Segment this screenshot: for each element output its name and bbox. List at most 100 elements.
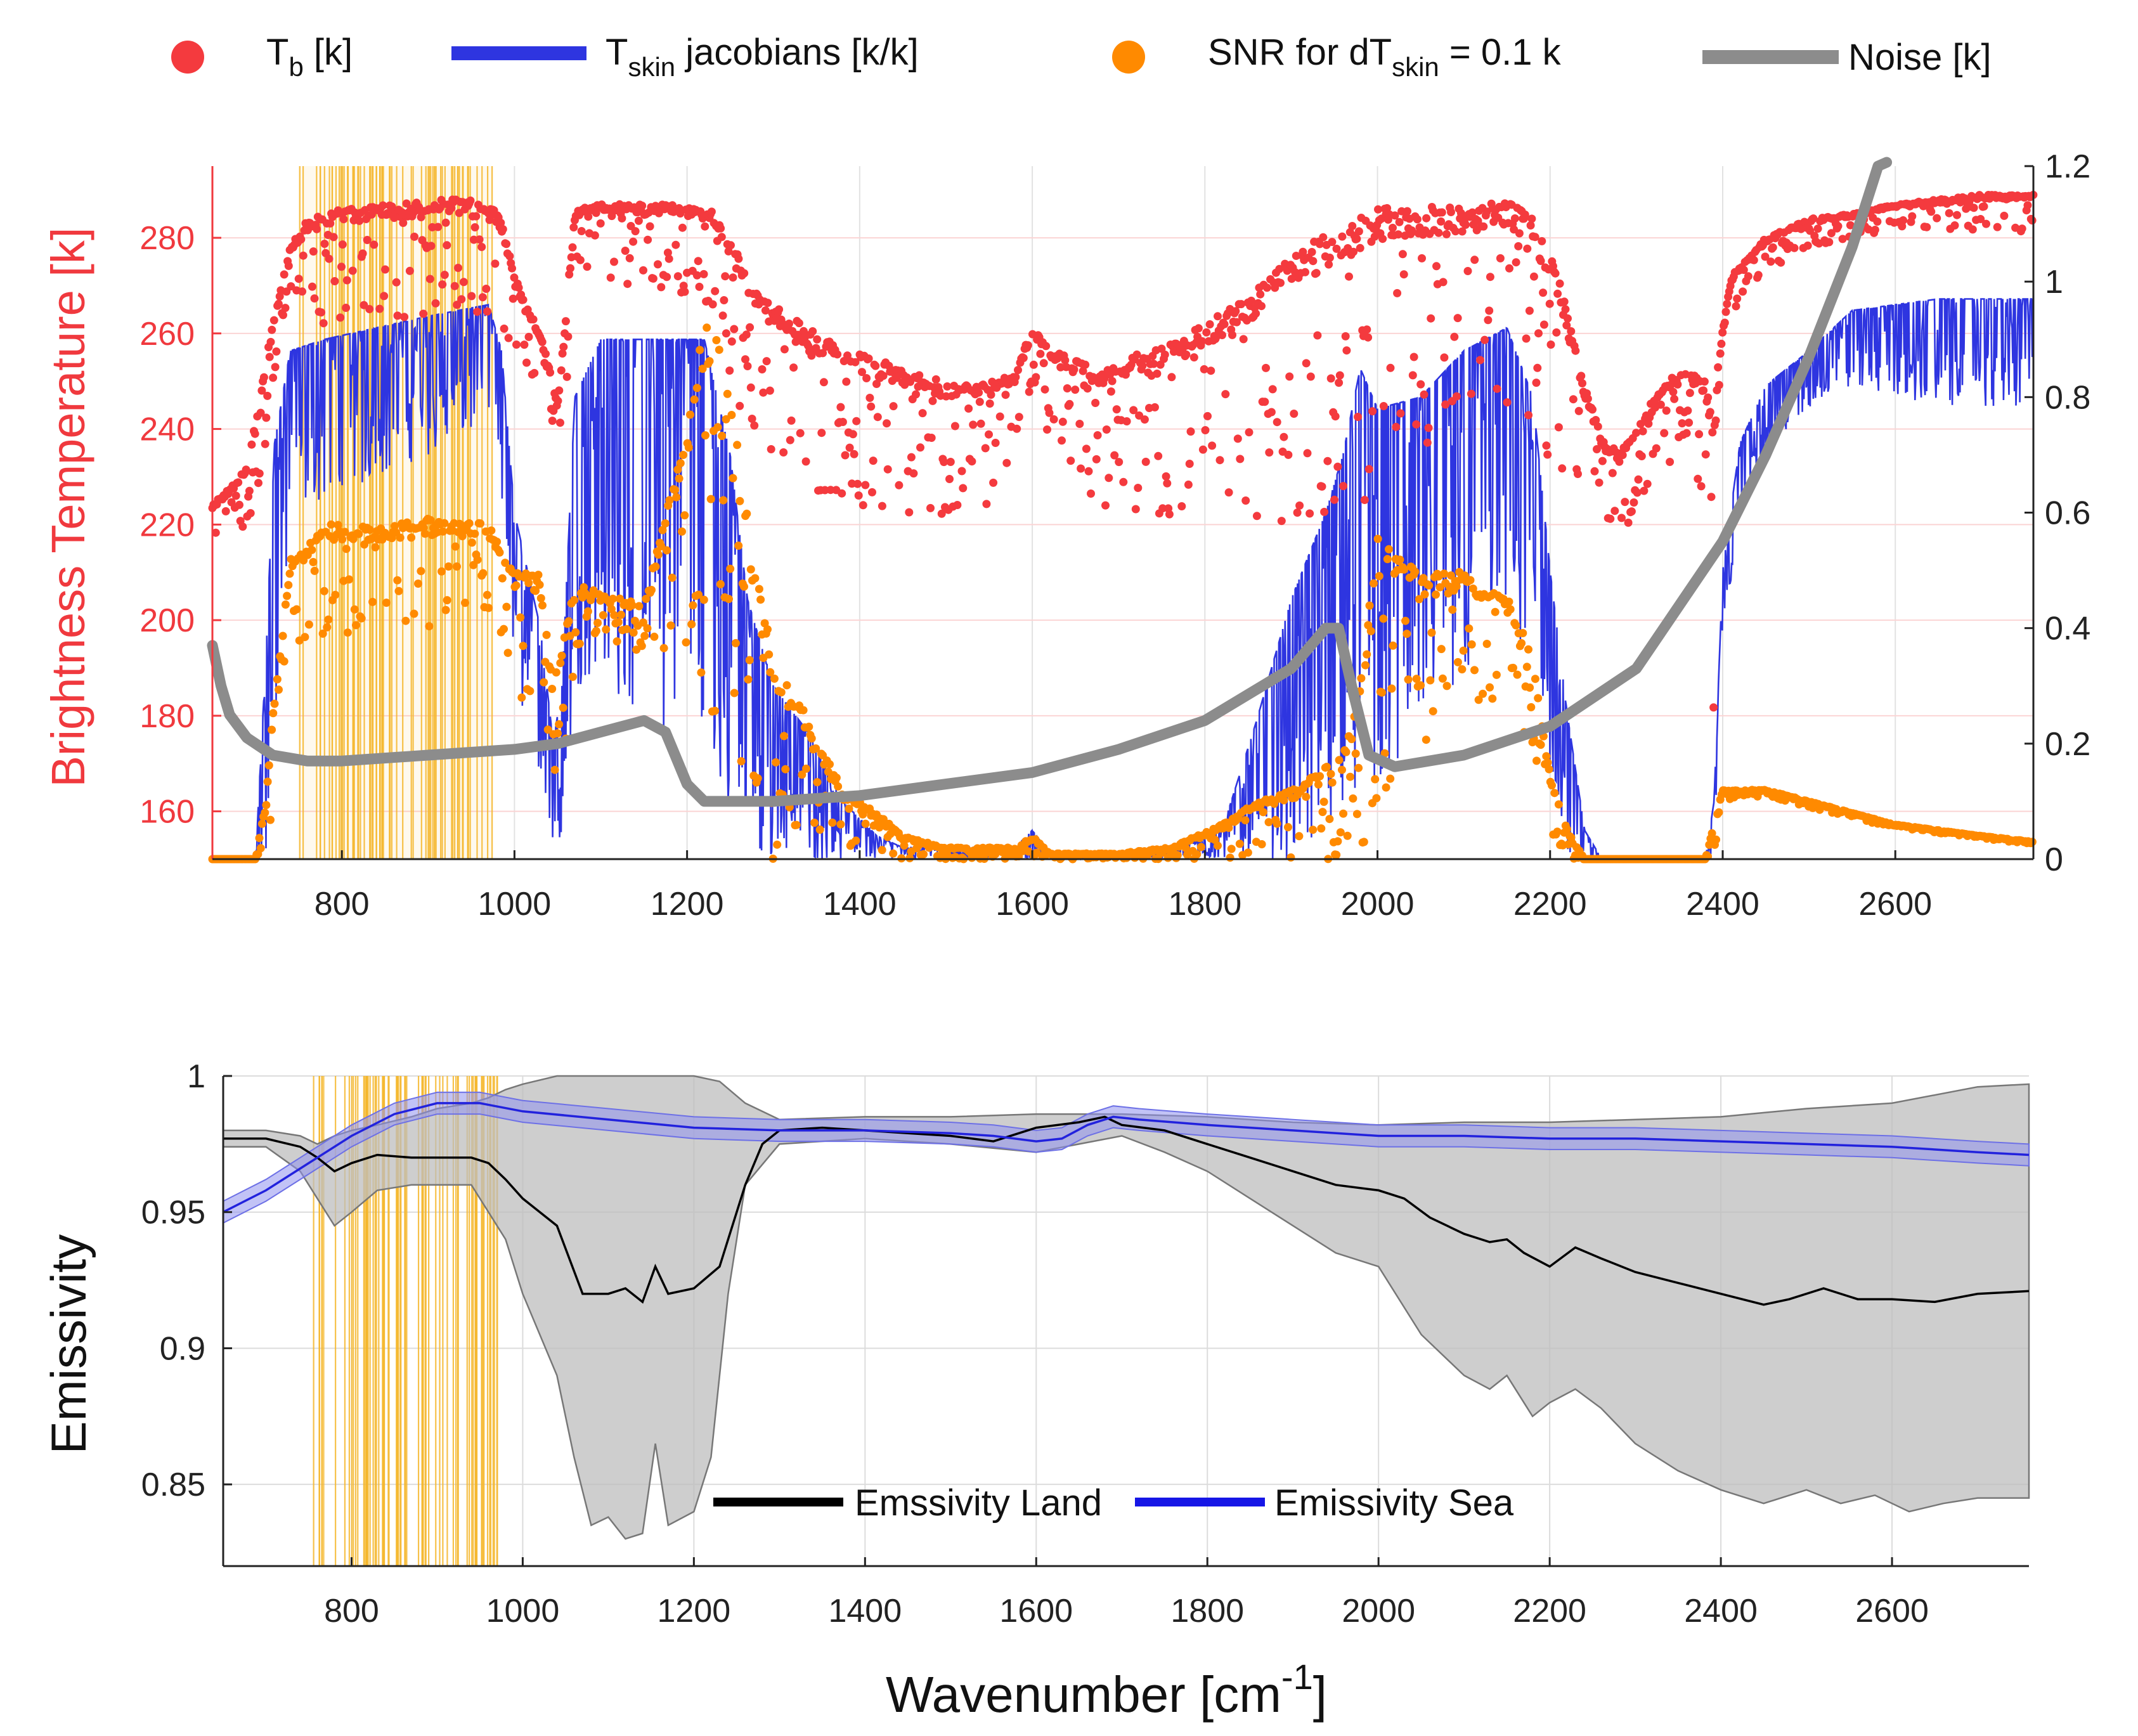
snr-point	[1359, 838, 1368, 846]
tb-point	[1408, 226, 1416, 235]
tb-point	[1185, 460, 1194, 468]
snr-point	[1415, 595, 1423, 604]
tb-point	[1578, 379, 1586, 387]
tb-point	[393, 311, 402, 320]
tb-point	[786, 436, 794, 444]
top-x-tick-label: 1000	[478, 886, 552, 923]
tb-point	[1450, 332, 1459, 341]
tb-point	[1257, 302, 1266, 311]
tb-point	[1870, 226, 1879, 234]
tb-point	[1437, 217, 1446, 226]
tb-point	[645, 222, 654, 231]
snr-point	[498, 574, 507, 583]
snr-point	[661, 519, 670, 528]
tb-point	[1467, 389, 1475, 398]
snr-point	[1522, 663, 1531, 671]
tb-point	[1695, 430, 1704, 439]
tb-point	[440, 271, 449, 279]
tb-point	[1644, 419, 1653, 428]
snr-point	[331, 590, 340, 599]
snr-point	[799, 706, 808, 715]
snr-point	[538, 601, 547, 610]
tb-point	[629, 237, 638, 246]
tb-point	[478, 293, 487, 302]
snr-point	[503, 649, 512, 657]
snr-point	[740, 582, 748, 591]
tb-point	[1420, 390, 1429, 399]
tb-point	[431, 299, 440, 308]
tb-point	[1591, 416, 1600, 424]
tb-point	[330, 277, 339, 285]
tb-point	[512, 340, 521, 349]
tb-point	[1803, 241, 1812, 250]
snr-point	[766, 668, 775, 677]
tb-point	[1262, 363, 1270, 372]
tb-point	[519, 295, 528, 304]
snr-point	[1545, 765, 1553, 774]
tb-point	[1061, 356, 1070, 365]
snr-point	[1316, 772, 1325, 781]
snr-point	[675, 474, 684, 483]
snr-point	[1375, 572, 1383, 581]
bottom-y-tick-label: 0.95	[141, 1195, 205, 1231]
tb-point	[505, 252, 514, 261]
bottom-x-tick-label: 1200	[658, 1593, 731, 1629]
tb-point	[496, 218, 505, 227]
tb-point	[1809, 214, 1818, 223]
snr-point	[1527, 703, 1536, 711]
tb-point	[716, 224, 725, 233]
top-left-tick-label: 260	[139, 316, 195, 353]
snr-point	[262, 801, 271, 810]
legend-sea-label: Emissivity Sea	[1274, 1482, 1514, 1524]
tb-point	[1332, 244, 1341, 253]
tb-point	[269, 373, 278, 382]
tb-point	[1025, 387, 1033, 396]
tb-point	[780, 345, 789, 354]
snr-point	[798, 770, 807, 779]
tb-point	[1606, 514, 1615, 523]
tb-point	[1341, 332, 1350, 340]
tb-point	[1084, 467, 1093, 476]
tb-point	[561, 317, 570, 326]
tb-point	[1744, 272, 1753, 281]
tb-point	[1993, 223, 2002, 231]
snr-point	[275, 685, 283, 694]
tb-point	[1301, 268, 1309, 276]
tb-point	[1345, 272, 1353, 281]
tb-point	[1577, 372, 1586, 380]
tb-point	[1610, 507, 1619, 515]
tb-point	[1002, 458, 1011, 467]
top-x-tick-label: 1800	[1168, 886, 1241, 923]
tb-point	[1590, 467, 1599, 476]
bottom-x-tick-label: 2600	[1855, 1593, 1929, 1629]
tb-point	[1945, 209, 1953, 217]
tb-point	[762, 357, 771, 366]
tb-point	[1313, 331, 1322, 340]
snr-point	[1543, 758, 1552, 767]
tb-point	[1969, 204, 1978, 212]
snr-point	[715, 346, 723, 354]
tb-point	[358, 249, 367, 258]
bottom-y-tick-label: 0.85	[141, 1467, 205, 1503]
snr-point	[1459, 646, 1468, 655]
tb-point	[1423, 438, 1432, 447]
snr-point	[690, 395, 699, 404]
tb-point	[1453, 314, 1462, 323]
tb-point	[1479, 222, 1488, 231]
tb-point	[1001, 391, 1010, 399]
snr-point	[318, 629, 327, 638]
snr-point	[568, 673, 577, 681]
tb-point	[263, 391, 272, 400]
snr-point	[557, 651, 566, 660]
tb-point	[680, 287, 689, 296]
snr-point	[473, 555, 482, 564]
tb-point	[1520, 211, 1529, 219]
tb-point	[1512, 258, 1520, 267]
tb-point	[467, 292, 476, 301]
tb-point	[1360, 496, 1369, 504]
snr-point	[1553, 827, 1562, 836]
tb-point	[1081, 360, 1090, 369]
tb-point	[1569, 395, 1578, 404]
tb-point	[1522, 334, 1531, 343]
tb-point	[1529, 272, 1538, 281]
